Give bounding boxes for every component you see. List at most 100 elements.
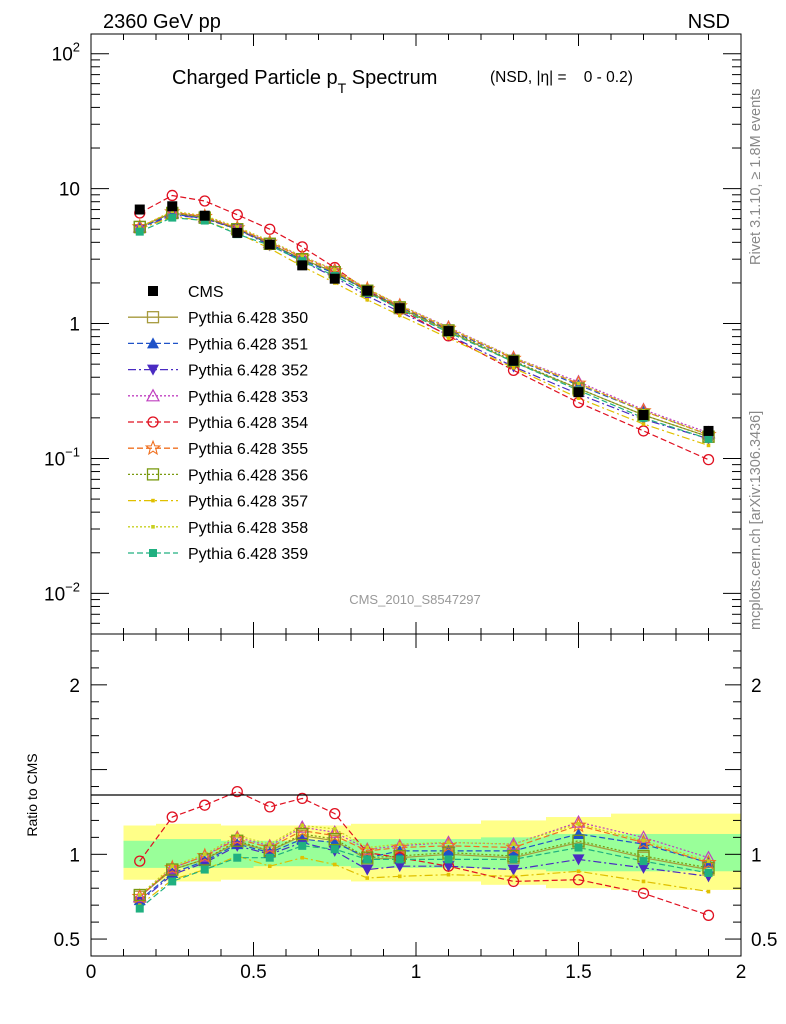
plot-title: Charged Particle pT Spectrum [172, 67, 437, 96]
ratio-point-354 [134, 855, 146, 867]
y-tick-base: 10 [59, 180, 80, 201]
header-energy-label: 2360 GeV pp [103, 11, 221, 33]
ratio-point-358 [300, 823, 305, 828]
ratio-point-353 [132, 889, 147, 903]
series-line-357 [139, 215, 709, 446]
plot-selection-label: (NSD, |η| = 0 - 0.2) [490, 69, 633, 86]
ratio-point-358 [235, 833, 240, 838]
cms-data-point [638, 409, 649, 420]
x-tick-label: 0.5 [240, 962, 266, 983]
legend-label-351: Pythia 6.428 351 [188, 336, 308, 353]
ratio-point-359 [639, 857, 648, 866]
ratio-point-358 [576, 822, 581, 826]
cms-data-point [329, 273, 340, 284]
series-point-354 [637, 425, 650, 437]
header-process-label: NSD [688, 11, 730, 33]
ratio-point-354 [199, 799, 211, 811]
y-tick-base: 10 [44, 449, 65, 470]
ratio-point-359 [363, 855, 372, 864]
legend-label-350: Pythia 6.428 350 [188, 310, 308, 327]
ratio-point-355 [635, 834, 652, 850]
ratio-line-359 [139, 845, 709, 909]
ratio-point-358 [706, 859, 711, 863]
legend-marker-357 [151, 498, 155, 503]
series-point-357 [365, 297, 370, 302]
ratio-point-357 [332, 862, 337, 867]
legend: CMS Pythia 6.428 350 Pythia 6.428 351 Pythi… [128, 284, 308, 563]
ratio-line-354 [139, 790, 709, 916]
ratio-line-355 [139, 824, 709, 898]
series-point-357 [576, 396, 581, 400]
legend-marker-353 [145, 388, 161, 402]
analysis-tag: CMS_2010_S8547297 [349, 592, 481, 607]
ratio-point-355 [359, 842, 376, 858]
cms-data-point [703, 425, 714, 436]
cms-data-point [443, 326, 454, 337]
y-tick-label: 1 [69, 315, 80, 336]
series-point-358 [137, 225, 142, 229]
main-series-markers [131, 189, 717, 466]
ratio-point-351 [572, 827, 585, 839]
series-point-357 [706, 443, 711, 448]
ratio-point-357 [706, 889, 711, 894]
legend-marker-356 [146, 468, 160, 481]
ratio-point-352 [572, 854, 585, 866]
ratio-point-352 [442, 861, 455, 873]
plot-title-subscript: T [338, 80, 347, 96]
cms-data-point [199, 210, 210, 221]
legend-label-359: Pythia 6.428 359 [188, 546, 308, 563]
legend-label-354: Pythia 6.428 354 [188, 415, 308, 432]
y-tick-base: 10 [44, 584, 65, 605]
ratio-point-359 [395, 855, 404, 864]
cms-data-point [394, 303, 405, 314]
y-tick-label: 102 [52, 40, 80, 66]
ratio-point-354 [572, 874, 585, 886]
series-point-358 [235, 225, 240, 229]
legend-marker-352 [147, 364, 159, 376]
y-tick-label: 10 [59, 180, 80, 201]
ratio-point-353 [165, 860, 180, 874]
ratio-point-358 [202, 852, 207, 857]
ratio-point-352 [637, 862, 650, 874]
series-point-354 [166, 189, 178, 202]
cms-data-point [134, 204, 145, 215]
rivet-version-label: Rivet 3.1.10, ≥ 1.8M events [748, 89, 764, 265]
legend-marker-359 [149, 549, 157, 557]
ratio-point-352 [507, 864, 520, 876]
cms-data-point [362, 285, 373, 296]
ratio-y-tick-label: 1 [69, 845, 80, 866]
y-tick-exponent: −1 [65, 444, 80, 459]
x-tick-label: 2 [736, 962, 747, 983]
series-line-358 [139, 210, 709, 436]
ratio-point-353 [506, 836, 521, 850]
legend-marker-354 [147, 416, 159, 428]
ratio-point-358 [446, 840, 451, 845]
ratio-point-354 [637, 887, 650, 899]
ratio-panel: 0 0.5 1 1.5 20.5 0.51 12 2 [54, 633, 777, 983]
ratio-y-tick-label-right: 2 [751, 676, 762, 697]
legend-label-357: Pythia 6.428 357 [188, 494, 308, 511]
ratio-point-352 [393, 861, 406, 873]
ratio-point-356 [133, 888, 146, 902]
legend-marker-351 [147, 337, 159, 349]
ratio-point-353 [295, 819, 310, 833]
y-tick-label: 10−2 [44, 579, 80, 605]
ratio-point-357 [397, 874, 402, 879]
y-tick-exponent: 2 [73, 40, 80, 55]
ratio-point-358 [137, 893, 142, 897]
ratio-point-359 [704, 868, 713, 877]
ratio-point-358 [332, 827, 337, 831]
legend-marker-350 [146, 311, 160, 324]
ratio-point-354 [702, 909, 715, 921]
ratio-point-355 [570, 816, 587, 833]
ratio-point-358 [511, 842, 516, 846]
ratio-y-tick-label-right: 1 [751, 845, 762, 866]
ratio-point-351 [442, 844, 455, 856]
ratio-point-359 [135, 904, 144, 913]
ratio-point-354 [329, 807, 341, 820]
legend-marker-cms [148, 286, 158, 296]
legend-label-358: Pythia 6.428 358 [188, 520, 308, 537]
ratio-point-356 [166, 863, 179, 876]
